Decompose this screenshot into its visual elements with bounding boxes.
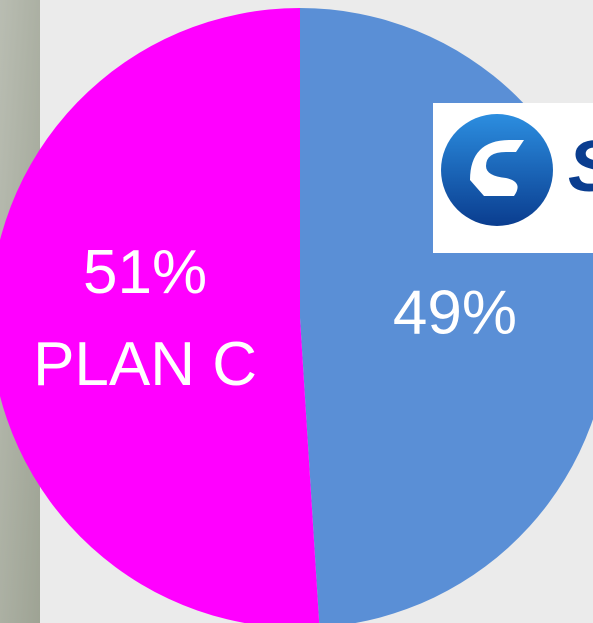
logo-text: S: [568, 127, 593, 207]
logo: S: [433, 103, 593, 253]
logo-glyph: [470, 140, 524, 196]
slice-value-label: 49%: [393, 279, 517, 348]
pie: 49% 51% PLAN C: [0, 8, 593, 623]
slice-value-label: 51%: [83, 238, 207, 307]
pie-slice: [0, 8, 320, 623]
logo-circle: [441, 114, 553, 226]
slice-category-label: PLAN C: [33, 330, 257, 399]
